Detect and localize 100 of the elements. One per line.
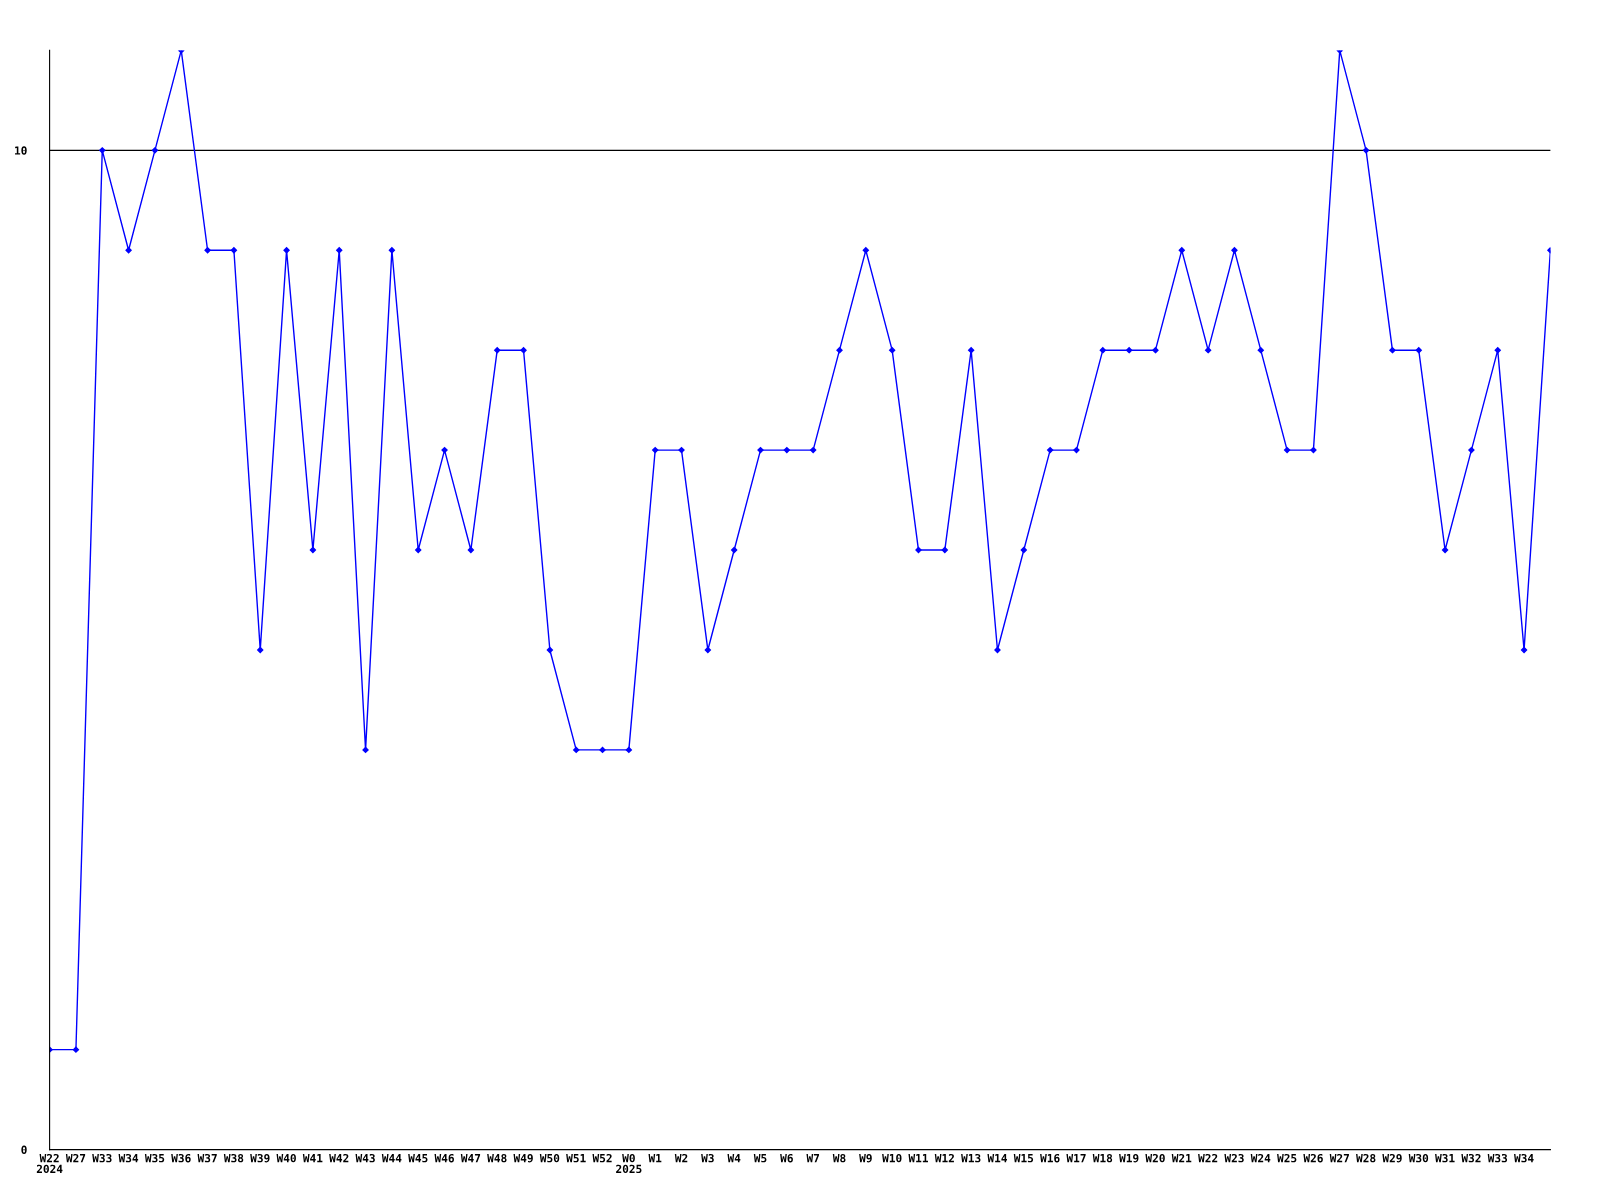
x-tick-label: W30 xyxy=(1408,1153,1429,1163)
x-tick-label: W48 xyxy=(487,1153,507,1163)
x-tick-label: W44 xyxy=(381,1154,402,1163)
point xyxy=(546,646,554,654)
point xyxy=(257,646,264,654)
point xyxy=(520,347,527,354)
x-tick-label: W46 xyxy=(434,1153,454,1163)
point xyxy=(915,546,922,554)
x-tick-label: W49 xyxy=(513,1154,533,1163)
x-tick-label: W51 xyxy=(566,1154,586,1163)
x-tick-label: W33 xyxy=(92,1153,112,1163)
x-tick-label: W15 xyxy=(1013,1154,1034,1163)
point xyxy=(573,746,580,754)
point xyxy=(467,546,475,554)
x-tick-label: W24 xyxy=(1250,1153,1271,1163)
x-tick-label: W33 xyxy=(1487,1153,1508,1163)
point xyxy=(836,347,843,354)
point xyxy=(1020,546,1027,554)
x-tick-label: W47 xyxy=(460,1154,481,1163)
point xyxy=(862,247,869,254)
x-tick-label: W23 xyxy=(1224,1153,1244,1163)
point xyxy=(1152,347,1159,354)
point xyxy=(1520,646,1528,654)
point xyxy=(625,746,633,754)
x-tick-label: W42 xyxy=(329,1153,349,1163)
x-tick-label: W37 xyxy=(197,1153,217,1163)
point xyxy=(757,446,764,454)
point xyxy=(1125,347,1133,354)
x-tick-label: W28 xyxy=(1356,1153,1376,1163)
x-tick-label: W50 xyxy=(539,1153,560,1163)
x-tick-label: W5 xyxy=(753,1154,767,1163)
x-tick-label: W0 2025 xyxy=(616,1153,642,1174)
point xyxy=(889,347,896,354)
x-tick-label: W18 xyxy=(1092,1153,1113,1163)
x-tick-label: W20 xyxy=(1145,1153,1165,1163)
x-tick-label: W16 xyxy=(1040,1153,1060,1163)
x-tick-label: W29 xyxy=(1382,1153,1402,1163)
point xyxy=(1283,446,1291,454)
point xyxy=(1204,347,1212,354)
point xyxy=(1494,347,1501,354)
point xyxy=(967,347,975,354)
x-tick-label: W26 xyxy=(1303,1153,1323,1163)
point xyxy=(1099,347,1106,354)
point xyxy=(1178,247,1185,254)
point xyxy=(678,446,685,454)
x-tick-label: W8 xyxy=(832,1153,846,1163)
point xyxy=(599,746,606,754)
point xyxy=(1231,247,1238,254)
x-tick-label: W40 xyxy=(276,1153,296,1163)
point xyxy=(230,247,238,254)
x-tick-label: W21 xyxy=(1171,1153,1192,1163)
point xyxy=(941,546,948,554)
point xyxy=(704,646,711,654)
point xyxy=(309,546,317,554)
x-tick-label: W27 xyxy=(1329,1153,1349,1163)
y-tick-label: 0 xyxy=(21,1145,27,1154)
x-tick-label: W9 xyxy=(859,1154,872,1163)
x-tick-label: W34 xyxy=(1514,1153,1534,1163)
point xyxy=(72,1046,80,1053)
x-tick-label: W52 xyxy=(592,1153,612,1163)
x-tick-label: W39 xyxy=(250,1153,270,1163)
point xyxy=(1362,147,1370,154)
x-tick-label: W41 xyxy=(302,1154,323,1163)
x-tick-label: W17 xyxy=(1066,1154,1086,1163)
point xyxy=(1441,546,1449,554)
point xyxy=(283,247,290,254)
point xyxy=(441,446,448,454)
point xyxy=(388,247,396,254)
point xyxy=(336,247,343,254)
x-tick-label: W4 xyxy=(727,1154,741,1163)
point xyxy=(1415,347,1422,354)
point xyxy=(99,147,106,154)
x-tick-label: W31 xyxy=(1435,1153,1455,1163)
point xyxy=(494,347,501,354)
x-tick-label: W35 xyxy=(144,1153,165,1163)
point xyxy=(1310,446,1317,454)
x-tick-label: W14 xyxy=(987,1154,1008,1163)
point xyxy=(1257,347,1264,354)
point xyxy=(1046,446,1054,454)
point xyxy=(810,446,817,454)
point xyxy=(362,746,369,754)
x-tick-label: W11 xyxy=(908,1154,928,1163)
x-tick-label: W10 xyxy=(882,1153,902,1163)
x-tick-label: W45 xyxy=(408,1154,428,1163)
point xyxy=(1468,446,1475,454)
x-tick-label: W22 xyxy=(1198,1153,1218,1163)
point xyxy=(125,247,132,254)
x-tick-label: W25 xyxy=(1277,1153,1297,1163)
x-tick-label: W3 xyxy=(701,1153,714,1163)
x-tick-label: W12 xyxy=(934,1153,954,1163)
x-tick-label: W1 xyxy=(648,1154,662,1163)
x-tick-label: W36 xyxy=(171,1153,191,1163)
x-tick-label: W7 xyxy=(806,1154,820,1163)
x-tick-label: W38 xyxy=(223,1153,244,1163)
point xyxy=(1389,347,1396,354)
x-tick-label: W34 xyxy=(118,1153,139,1163)
y-tick-label: 10 xyxy=(15,146,27,155)
x-tick-label: W43 xyxy=(355,1153,375,1163)
point xyxy=(1073,446,1080,454)
x-tick-label: W27 xyxy=(65,1153,86,1163)
